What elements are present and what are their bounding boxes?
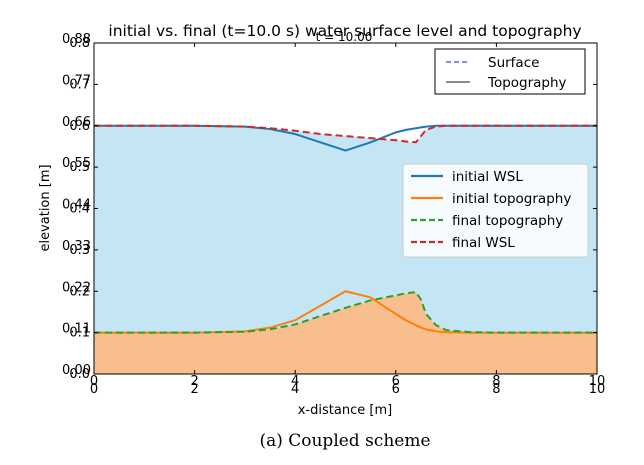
- y-tick-label: 0.6: [69, 119, 90, 134]
- x-tick-label-overlay: 2: [190, 382, 198, 397]
- y-tick-label: 0.5: [69, 160, 90, 175]
- y-tick-label: 0.7: [69, 77, 90, 92]
- y-tick-label-overlay: 0.55: [62, 156, 91, 171]
- series-line-final-wsl: [94, 124, 597, 144]
- x-tick-label-overlay: 6: [392, 382, 400, 397]
- legend-overlay: Surface Topography: [434, 48, 586, 95]
- x-tick-label: 8: [492, 374, 500, 389]
- legend-overlay-label-surface: Surface: [488, 55, 539, 71]
- tick-layer: 002244668810100.00.000.10.110.20.220.30.…: [62, 32, 605, 397]
- y-tick-label: 0.1: [69, 326, 90, 341]
- y-tick-label: 0.3: [69, 243, 90, 258]
- series-layer: [94, 124, 597, 334]
- x-tick-label-overlay: 0: [90, 382, 98, 397]
- x-tick-label: 2: [190, 374, 198, 389]
- legend-label-initial-topography: initial topography: [452, 191, 571, 207]
- y-tick-label-overlay: 0.00: [62, 363, 91, 378]
- y-tick-label-overlay: 0.77: [62, 73, 91, 88]
- legend-main: initial WSL initial topography final topog…: [402, 163, 589, 258]
- x-tick-label-overlay: 4: [291, 382, 299, 397]
- x-tick-label: 6: [392, 374, 400, 389]
- x-tick-label: 10: [589, 374, 606, 389]
- y-tick-label-overlay: 0.11: [62, 322, 91, 337]
- x-tick-label-overlay: 8: [492, 382, 500, 397]
- legend-overlay-frame: [434, 48, 586, 95]
- y-tick-label-overlay: 0.22: [62, 280, 91, 295]
- y-tick-label: 0.2: [69, 284, 90, 299]
- y-tick-label: 0.8: [69, 36, 90, 51]
- legend-main-frame: [402, 163, 589, 258]
- legend-main-entries: initial WSL initial topography final topog…: [411, 169, 571, 251]
- y-tick-label: 0.4: [69, 202, 90, 217]
- y-axis-label: elevation [m]: [38, 164, 53, 251]
- x-tick-label: 0: [90, 374, 98, 389]
- y-tick-label-overlay: 0.88: [62, 32, 91, 47]
- legend-overlay-label-topography: Topography: [487, 75, 567, 91]
- y-tick-label-overlay: 0.44: [62, 198, 91, 213]
- y-tick-label-overlay: 0.33: [62, 239, 91, 254]
- legend-label-final-wsl: final WSL: [452, 235, 515, 251]
- y-tick-label: 0.0: [69, 367, 90, 382]
- chart-title: initial vs. final (t=10.0 s) water surfa…: [108, 22, 581, 40]
- legend-label-initial-wsl: initial WSL: [452, 169, 523, 185]
- series-line-final-topography: [94, 291, 597, 334]
- figure-caption: (a) Coupled scheme: [259, 431, 430, 451]
- x-tick-label-overlay: 10: [589, 382, 606, 397]
- y-tick-label-overlay: 0.66: [62, 115, 91, 130]
- sediment-fill: [94, 292, 597, 374]
- overlay-title: t = 10.00: [316, 30, 373, 44]
- legend-label-final-topography: final topography: [452, 213, 563, 229]
- x-tick-label: 4: [291, 374, 299, 389]
- x-axis-label: x-distance [m]: [298, 403, 392, 418]
